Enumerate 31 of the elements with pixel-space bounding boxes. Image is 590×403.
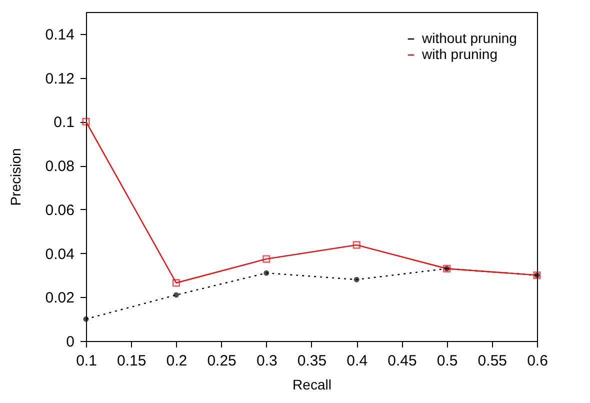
point [83, 316, 89, 322]
y-tick-label: 0.02 [45, 290, 74, 307]
x-tick-label: 0.45 [388, 352, 417, 370]
x-tick-label: 0.35 [297, 352, 327, 370]
y-tick-label: 0.1 [54, 114, 74, 132]
y-tick-label: 0.08 [45, 158, 74, 176]
x-tick-label: 0.5 [436, 352, 458, 370]
x-tick-label: 0.4 [346, 352, 368, 370]
y-tick-label: 0.12 [45, 70, 74, 88]
point [262, 255, 270, 263]
x-tick-label: 0.6 [527, 352, 548, 370]
point [172, 279, 180, 287]
y-axis-title: Precision [7, 148, 24, 206]
point [354, 276, 360, 282]
x-tick-label: 0.15 [117, 352, 146, 370]
x-tick-label: 0.3 [256, 352, 278, 370]
point [82, 118, 90, 126]
x-tick-label: 0.25 [207, 352, 236, 370]
legend-label: without pruning [421, 30, 517, 46]
x-tick-label: 0.55 [478, 352, 507, 370]
point [352, 241, 360, 249]
point [173, 292, 179, 298]
x-tick-label: 0.1 [76, 352, 97, 370]
y-tick-label: 0.14 [45, 26, 74, 44]
x-tick-label: 0.2 [166, 352, 188, 370]
x-axis-title: Recall [292, 376, 332, 392]
y-tick-label: 0.04 [45, 246, 74, 263]
legend-label: with pruning [421, 46, 498, 62]
y-tick-label: 0.06 [45, 202, 74, 219]
y-tick-label: 0 [66, 334, 74, 350]
point [264, 270, 270, 276]
